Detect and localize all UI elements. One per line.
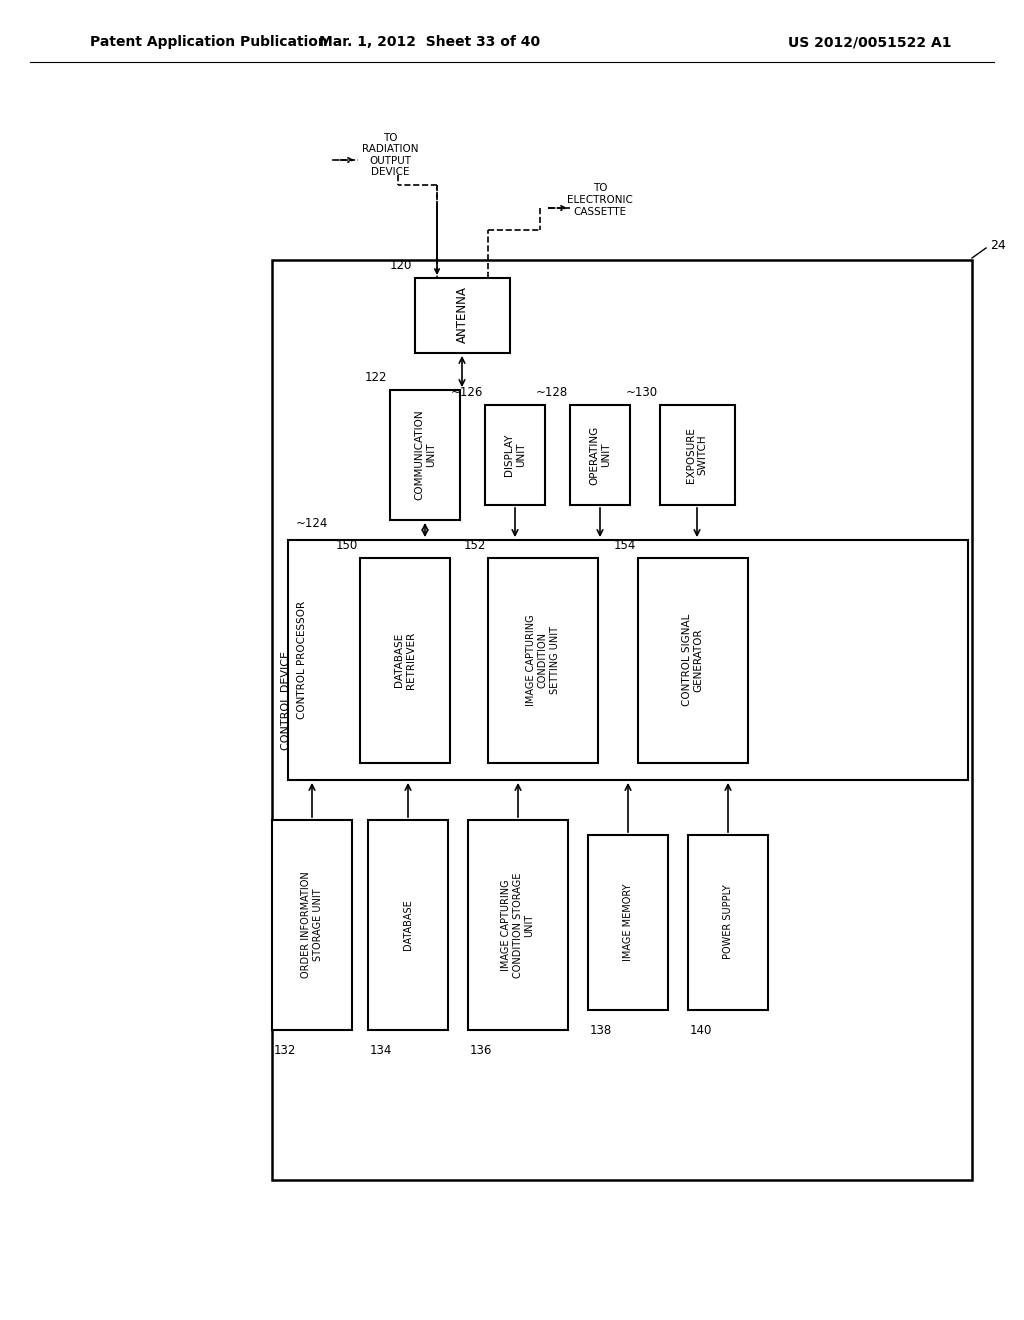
Text: CONTROL PROCESSOR: CONTROL PROCESSOR — [297, 601, 307, 719]
Text: TO
ELECTRONIC
CASSETTE: TO ELECTRONIC CASSETTE — [567, 183, 633, 216]
Text: 154: 154 — [613, 539, 636, 552]
Bar — [272, 820, 352, 1030]
Bar — [638, 558, 748, 763]
Text: 150: 150 — [336, 539, 358, 552]
Bar — [485, 405, 545, 506]
Bar — [468, 820, 568, 1030]
Bar — [390, 389, 460, 520]
Text: IMAGE CAPTURING
CONDITION STORAGE
UNIT: IMAGE CAPTURING CONDITION STORAGE UNIT — [502, 873, 535, 978]
Bar — [570, 405, 630, 506]
Text: ~128: ~128 — [536, 385, 568, 399]
Text: 132: 132 — [274, 1044, 296, 1057]
Bar — [415, 279, 510, 352]
Text: 24: 24 — [990, 239, 1006, 252]
Bar — [660, 405, 735, 506]
Text: ~126: ~126 — [451, 385, 483, 399]
Bar — [688, 836, 768, 1010]
Bar — [488, 558, 598, 763]
Text: 120: 120 — [389, 259, 412, 272]
Text: CONTROL DEVICE: CONTROL DEVICE — [281, 651, 291, 750]
Text: DATABASE: DATABASE — [403, 900, 413, 950]
Text: DISPLAY
UNIT: DISPLAY UNIT — [504, 434, 525, 477]
Text: ~124: ~124 — [296, 517, 329, 531]
Bar — [360, 558, 450, 763]
Text: TO
RADIATION
OUTPUT
DEVICE: TO RADIATION OUTPUT DEVICE — [361, 132, 418, 177]
Text: IMAGE MEMORY: IMAGE MEMORY — [623, 883, 633, 961]
Text: 134: 134 — [370, 1044, 392, 1057]
Bar — [588, 836, 668, 1010]
Text: POWER SUPPLY: POWER SUPPLY — [723, 884, 733, 960]
Text: Patent Application Publication: Patent Application Publication — [90, 36, 328, 49]
Text: ANTENNA: ANTENNA — [456, 286, 469, 343]
Bar — [368, 820, 449, 1030]
Text: ORDER INFORMATION
STORAGE UNIT: ORDER INFORMATION STORAGE UNIT — [301, 871, 323, 978]
Text: 122: 122 — [365, 371, 387, 384]
Text: 136: 136 — [470, 1044, 493, 1057]
Text: 138: 138 — [590, 1024, 612, 1038]
Text: US 2012/0051522 A1: US 2012/0051522 A1 — [788, 36, 951, 49]
Text: 152: 152 — [464, 539, 486, 552]
Text: IMAGE CAPTURING
CONDITION
SETTING UNIT: IMAGE CAPTURING CONDITION SETTING UNIT — [526, 614, 559, 706]
Bar — [288, 540, 968, 780]
Text: DATABASE
RETRIEVER: DATABASE RETRIEVER — [394, 631, 416, 689]
Text: CONTROL SIGNAL
GENERATOR: CONTROL SIGNAL GENERATOR — [682, 614, 703, 706]
Text: ~130: ~130 — [626, 385, 658, 399]
Text: EXPOSURE
SWITCH: EXPOSURE SWITCH — [686, 428, 708, 483]
Text: COMMUNICATION
UNIT: COMMUNICATION UNIT — [414, 409, 436, 500]
Text: OPERATING
UNIT: OPERATING UNIT — [589, 425, 610, 484]
Bar — [272, 260, 972, 1180]
Text: Mar. 1, 2012  Sheet 33 of 40: Mar. 1, 2012 Sheet 33 of 40 — [319, 36, 541, 49]
Text: 140: 140 — [690, 1024, 713, 1038]
